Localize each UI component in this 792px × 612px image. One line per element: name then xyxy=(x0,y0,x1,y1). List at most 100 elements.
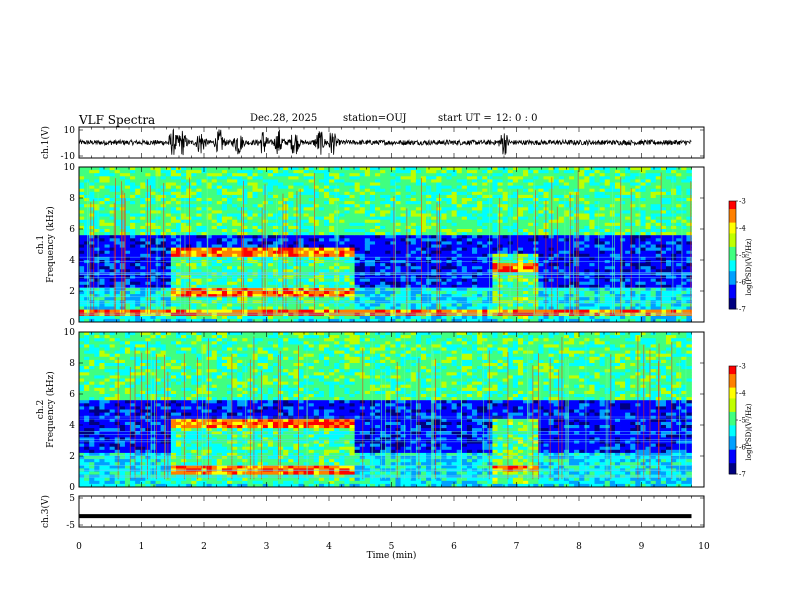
ch1-spec-cell xyxy=(410,222,417,227)
ch1-spec-cell xyxy=(140,176,146,180)
ch1-spec-cell xyxy=(313,204,320,208)
ch1-spec-cell xyxy=(329,191,335,196)
ch1-spec-cell xyxy=(308,318,315,323)
ch1-spec-cell xyxy=(165,188,172,193)
ch1-spec-cell xyxy=(349,263,356,267)
ch1-spec-cell xyxy=(553,225,560,230)
ch1-spec-cell xyxy=(150,318,156,323)
ch1-spec-cell xyxy=(441,250,447,255)
ch1-spec-cell xyxy=(232,315,238,320)
ch1-spec-cell xyxy=(441,281,447,286)
ch1-spec-cell xyxy=(206,247,213,252)
ch1-spec-cell xyxy=(369,247,376,252)
ch1-spec-cell xyxy=(84,297,90,301)
ch1-spec-cell xyxy=(170,194,177,199)
ch1-spec-cell xyxy=(385,294,391,298)
ch1-spec-cell xyxy=(466,232,473,236)
ch1-spec-cell xyxy=(359,250,366,255)
ch1-spec-cell xyxy=(461,253,468,258)
ch1-spec-cell xyxy=(288,244,294,248)
ch1-spec-cell xyxy=(191,216,197,221)
ch1-spec-cell xyxy=(186,204,192,208)
ch1-spec-cell xyxy=(206,266,213,270)
ch1-spec-cell xyxy=(252,309,259,314)
ch1-spec-cell xyxy=(293,213,299,217)
ch1-spec-cell xyxy=(298,170,304,174)
ch1-spec-cell xyxy=(329,188,335,193)
ch1-spec-cell xyxy=(553,315,560,320)
ch1-spec-cell xyxy=(492,222,498,227)
ch1-spec-cell xyxy=(482,318,488,323)
ch1-spec-cell xyxy=(364,204,371,208)
ch1-spec-cell xyxy=(390,182,396,186)
ch1-spec-cell xyxy=(375,185,381,190)
ch1-spec-cell xyxy=(104,191,111,196)
ch1-spec-cell xyxy=(497,318,504,323)
ch1-spec-cell xyxy=(237,260,243,264)
ch1-spec-cell xyxy=(456,188,463,193)
ch1-spec-cell xyxy=(344,185,350,190)
ch1-spec-cell xyxy=(364,229,371,233)
ch1-spec-cell xyxy=(170,225,177,230)
ch1-spec-cell xyxy=(497,219,504,224)
ch1-spec-cell xyxy=(359,167,366,171)
ch1-spec-cell xyxy=(375,167,381,171)
ch1-spec-cell xyxy=(553,176,560,180)
ch1-spec-cell xyxy=(420,318,427,323)
ch1-spec-cell xyxy=(130,303,136,307)
ch1-spec-cell xyxy=(472,216,478,221)
ch1-spec-cell xyxy=(482,284,488,289)
ch1-spec-cell xyxy=(99,266,105,270)
ch1-spec-cell xyxy=(528,318,534,323)
ch1-spec-cell xyxy=(466,213,473,217)
ch1-spec-cell xyxy=(237,225,243,230)
ch1-spec-cell xyxy=(109,315,116,320)
ch1-spec-cell xyxy=(206,269,213,273)
ch1-spec-cell xyxy=(456,306,463,310)
ch1-spec-cell xyxy=(329,222,335,227)
ch1-spec-cell xyxy=(431,235,437,239)
ch1-spec-cell xyxy=(395,167,401,171)
ch1-spec-cell xyxy=(89,291,95,295)
ch1-spec-cell xyxy=(375,294,381,298)
ch1-spec-cell xyxy=(369,300,376,304)
ch1-spec-cell xyxy=(364,179,371,183)
ch1-spec-cell xyxy=(344,194,350,199)
ch1-spec-cell xyxy=(487,278,493,283)
ch1-spec-cell xyxy=(492,247,498,252)
ch1-spec-cell xyxy=(507,241,514,245)
ch1-spec-cell xyxy=(324,297,330,301)
ch1-spec-cell xyxy=(502,241,509,245)
ch1-spec-cell xyxy=(247,213,253,217)
ch1-spec-cell xyxy=(155,250,162,255)
ch1-spec-cell xyxy=(150,294,156,298)
ch1-spec-cell xyxy=(528,204,534,208)
ch1-spec-cell xyxy=(216,170,223,174)
ch1-spec-cell xyxy=(492,263,498,267)
ch1-spec-cell xyxy=(242,238,248,242)
ch1-spec-cell xyxy=(492,170,498,174)
ch1-spec-cell xyxy=(181,179,187,183)
ch1-spec-cell xyxy=(181,173,187,177)
ch1-spec-cell xyxy=(329,315,335,320)
ch1-spec-cell xyxy=(339,210,345,214)
ch1-spec-cell xyxy=(201,235,207,239)
ch1-spec-cell xyxy=(94,284,100,289)
ch1-spec-cell xyxy=(104,315,111,320)
ch1-spec-cell xyxy=(252,216,259,221)
ch1-spec-cell xyxy=(272,232,279,236)
ch1-spec-cell xyxy=(451,315,458,320)
ch1-spec-cell xyxy=(293,191,299,196)
ch1-spec-cell xyxy=(221,198,228,202)
ch1-spec-cell xyxy=(283,318,289,323)
ch1-spec-cell xyxy=(390,185,396,190)
ch1-spec-cell xyxy=(84,269,90,273)
ch1-spec-cell xyxy=(456,238,463,242)
ch1-spec-cell xyxy=(477,173,483,177)
ch1-spec-cell xyxy=(252,269,259,273)
ch1-spec-cell xyxy=(288,291,294,295)
ch1-spec-cell xyxy=(426,198,432,202)
ch1-spec-cell xyxy=(364,287,371,292)
ch1-spec-cell xyxy=(227,294,233,298)
ch1-spec-cell xyxy=(400,182,407,186)
